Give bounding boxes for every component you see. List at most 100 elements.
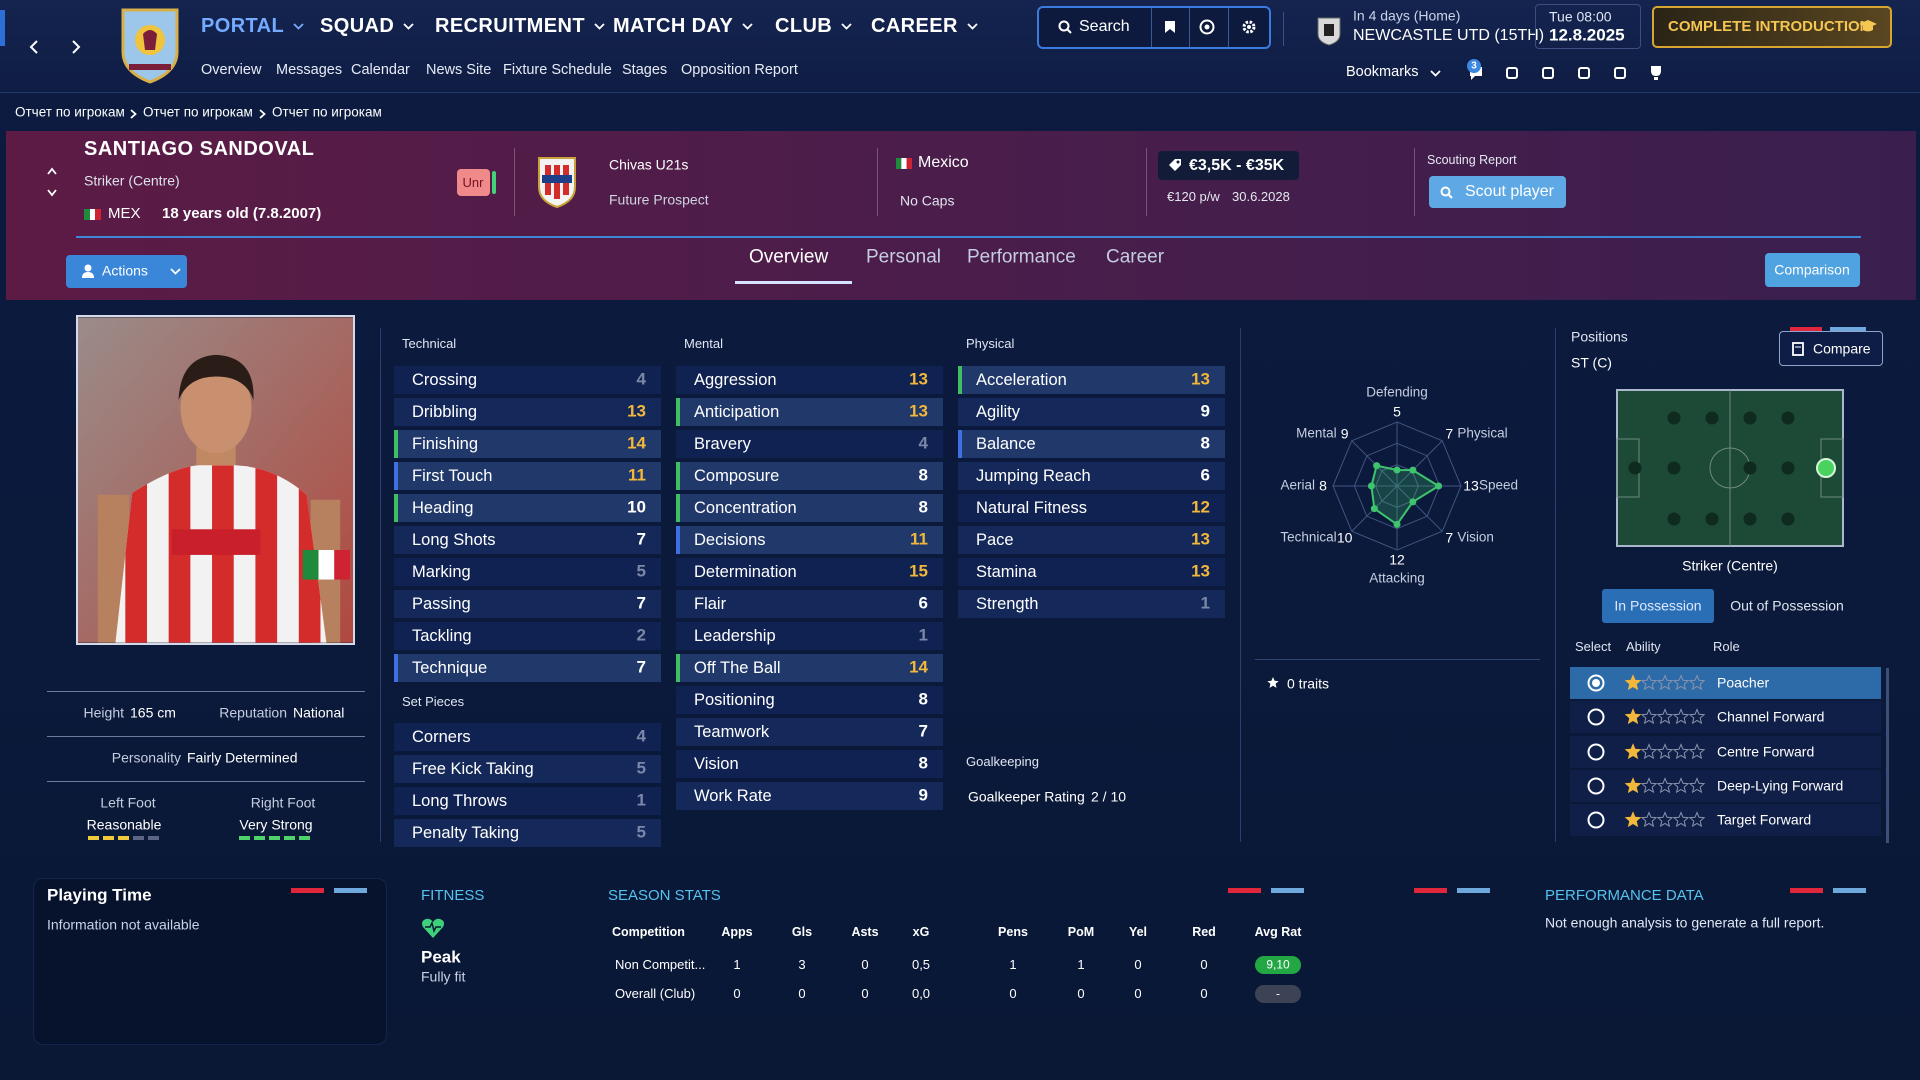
attribute-value: 4	[636, 369, 646, 389]
role-row[interactable]	[1570, 769, 1881, 802]
position-dot	[1667, 461, 1681, 475]
submenu-item[interactable]: Messages	[276, 62, 343, 79]
submenu-item[interactable]: Fixture Schedule	[503, 62, 612, 79]
attribute-row	[676, 526, 943, 554]
mode-tab[interactable]: In Possession	[1614, 597, 1702, 614]
toolbar-icon	[1651, 66, 1661, 80]
search-icon	[1058, 20, 1072, 34]
attribute-name: Concentration	[694, 498, 797, 517]
submenu-item[interactable]: Overview	[201, 62, 262, 79]
stats-cell: 3	[798, 956, 806, 972]
tab[interactable]: Career	[1106, 246, 1165, 268]
attribute-name: Crossing	[412, 370, 478, 389]
comparison-button[interactable]	[1765, 253, 1860, 287]
radar-value: 5	[1393, 403, 1401, 420]
shape	[1058, 20, 1070, 32]
player-name: SANTIAGO SANDOVAL	[84, 138, 315, 160]
attribute-row	[394, 366, 661, 394]
nav-menu-label[interactable]: CAREER	[871, 15, 958, 37]
attribute-accent	[394, 430, 398, 458]
divider	[877, 148, 878, 216]
mode-tab[interactable]: Out of Possession	[1730, 597, 1844, 614]
notification-badge	[1467, 59, 1481, 73]
foot-dash	[133, 836, 144, 840]
toolbar-icon	[1506, 67, 1518, 79]
submenu-item[interactable]: News Site	[426, 62, 492, 79]
stats-cell: 0,5	[911, 956, 931, 972]
nav-menu-label[interactable]: PORTAL	[201, 15, 285, 37]
foot-dash	[269, 836, 280, 840]
attribute-value: 1	[918, 625, 928, 645]
nav-menu[interactable]: SQUAD	[320, 15, 414, 37]
search-box[interactable]	[1037, 6, 1271, 49]
compare-red	[1790, 327, 1822, 331]
shape	[1247, 25, 1251, 29]
role-name: Centre Forward	[1717, 742, 1815, 759]
actions-label[interactable]: Actions	[102, 262, 148, 279]
search-label[interactable]: Search	[1079, 18, 1130, 36]
notification-count: 3	[1471, 60, 1477, 72]
breadcrumb-item[interactable]: Отчет по игрокам	[272, 104, 382, 120]
nav-menu[interactable]: CLUB	[775, 15, 852, 37]
nav-menu[interactable]: CAREER	[871, 15, 978, 37]
tab[interactable]: Performance	[967, 246, 1076, 268]
submenu-item[interactable]: Calendar	[351, 62, 410, 79]
stats-rating: 9,10	[1266, 957, 1290, 972]
chevron	[259, 109, 266, 119]
band-line	[76, 236, 1861, 238]
foot-dash	[254, 836, 265, 840]
role-row[interactable]	[1570, 701, 1881, 734]
mode-active[interactable]	[1602, 589, 1714, 623]
attribute-value: 2	[636, 625, 646, 645]
stats-header: Asts	[851, 925, 879, 940]
bookmark-icon	[1165, 21, 1175, 33]
scout-button[interactable]	[1429, 176, 1566, 208]
radar-label: Defending	[1366, 384, 1428, 400]
attribute-value: 6	[1200, 465, 1210, 485]
submenu-item[interactable]: Opposition Report	[681, 62, 798, 79]
nav-menu[interactable]: RECRUITMENT	[435, 15, 605, 37]
top-bar	[0, 0, 1920, 93]
shape	[47, 167, 57, 175]
comparison-label[interactable]: Comparison	[1774, 261, 1850, 278]
tab[interactable]: Personal	[866, 246, 941, 268]
scout-button-label[interactable]: Scout player	[1465, 183, 1554, 201]
breadcrumb-item[interactable]: Отчет по игрокам	[15, 104, 125, 120]
stats-header: Apps	[721, 925, 753, 940]
attribute-name: Natural Fitness	[976, 498, 1087, 517]
position-dot	[1781, 411, 1795, 425]
breadcrumb-item[interactable]: Отчет по игрокам	[143, 104, 253, 120]
stats-header: Yel	[1128, 925, 1148, 940]
compare-label[interactable]: Compare	[1813, 340, 1871, 357]
role-row[interactable]	[1570, 667, 1881, 699]
side-accent	[0, 10, 5, 46]
cta-icon	[1859, 20, 1877, 32]
attribute-group-title: Set Pieces	[402, 693, 465, 709]
tab[interactable]: Overview	[749, 246, 829, 268]
attribute-value: 7	[636, 657, 646, 677]
role-row[interactable]	[1570, 804, 1881, 837]
info-label: Left Foot	[100, 794, 156, 811]
nav-menu[interactable]: MATCH DAY	[613, 15, 753, 37]
role-name: Target Forward	[1717, 811, 1812, 828]
nav-menu[interactable]: PORTAL	[201, 15, 304, 37]
nav-menu-label[interactable]: RECRUITMENT	[435, 15, 585, 37]
cta-label[interactable]: COMPLETE INTRODUCTION	[1668, 17, 1871, 35]
bookmarks-label[interactable]: Bookmarks	[1346, 64, 1419, 81]
role-star	[1656, 674, 1674, 691]
nav-menu-label[interactable]: MATCH DAY	[613, 15, 734, 37]
cta-button[interactable]	[1652, 6, 1892, 48]
shape	[594, 22, 605, 30]
role-row[interactable]	[1570, 735, 1881, 768]
stats-rating: -	[1276, 986, 1280, 1001]
radar-point	[1435, 482, 1443, 490]
actions-button[interactable]	[66, 255, 187, 288]
compare-button[interactable]	[1779, 331, 1883, 366]
nav-menu-label[interactable]: CLUB	[775, 15, 833, 37]
divider	[514, 148, 515, 216]
nav-menu-label[interactable]: SQUAD	[320, 15, 395, 37]
attribute-accent	[676, 398, 680, 426]
submenu-item[interactable]: Stages	[622, 62, 668, 79]
role-star	[1656, 777, 1674, 794]
